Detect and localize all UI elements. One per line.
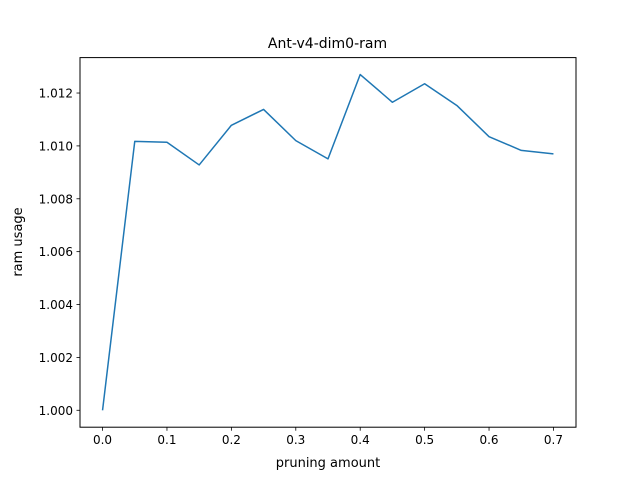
x-tick-label: 0.0 xyxy=(93,433,112,447)
x-tick-label: 0.4 xyxy=(351,433,370,447)
x-tick-label: 0.1 xyxy=(157,433,176,447)
plot-area-frame xyxy=(79,57,577,428)
y-tick-label: 1.002 xyxy=(39,351,73,365)
y-tick-label: 1.000 xyxy=(39,404,73,418)
chart-title: Ant-v4-dim0-ram xyxy=(268,36,387,52)
y-tick-label: 1.010 xyxy=(39,139,73,153)
x-axis-ticks: 0.0 0.1 0.2 0.3 0.4 0.5 0.6 0.7 xyxy=(93,427,563,447)
x-tick-label: 0.2 xyxy=(222,433,241,447)
y-tick-label: 1.008 xyxy=(39,192,73,206)
series-layer xyxy=(101,73,554,411)
series-line-0 xyxy=(101,73,554,411)
y-axis-label: ram usage xyxy=(11,207,26,276)
x-tick-label: 0.3 xyxy=(286,433,305,447)
y-tick-label: 1.004 xyxy=(39,298,73,312)
y-axis-ticks: 1.000 1.002 1.004 1.006 1.008 1.010 1.012 xyxy=(39,87,80,418)
x-tick-label: 0.5 xyxy=(415,433,434,447)
x-axis-label: pruning amount xyxy=(276,456,380,471)
y-tick-label: 1.012 xyxy=(39,87,73,101)
x-tick-label: 0.6 xyxy=(479,433,498,447)
x-tick-label: 0.7 xyxy=(544,433,563,447)
y-tick-label: 1.006 xyxy=(39,245,73,259)
